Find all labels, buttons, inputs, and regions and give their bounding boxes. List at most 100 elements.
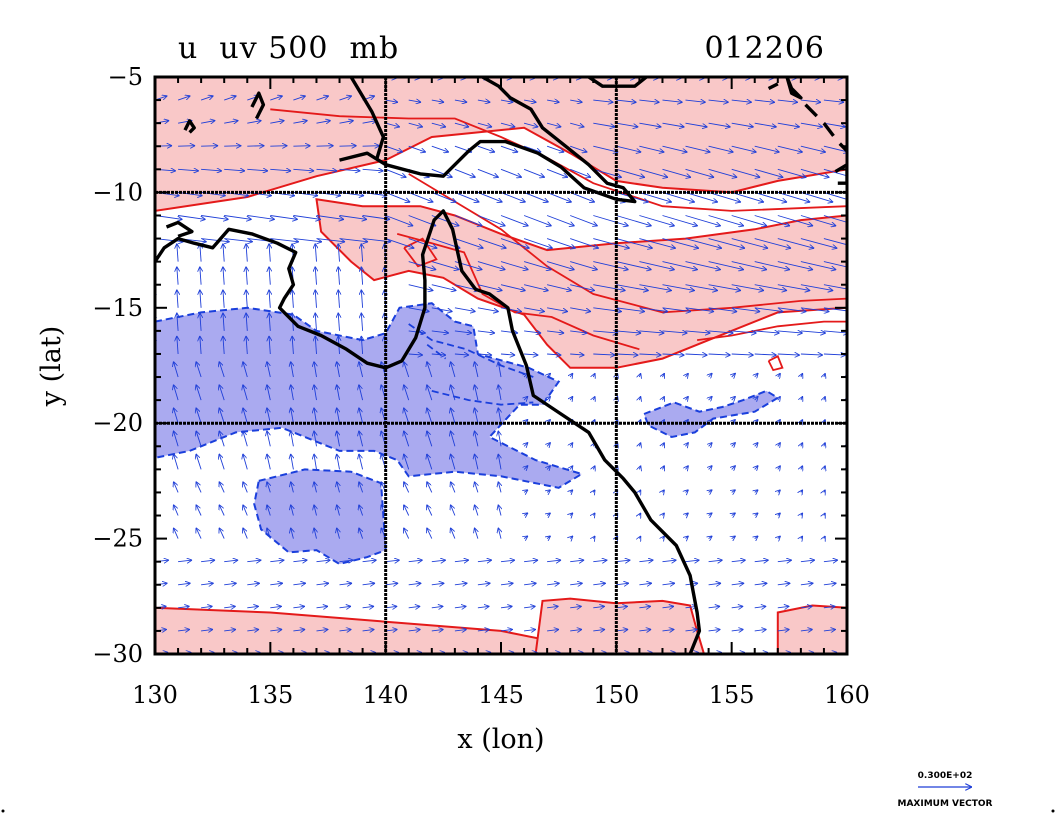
wind-vector bbox=[662, 354, 685, 355]
wind-vector bbox=[800, 145, 826, 152]
wind-vector bbox=[454, 100, 467, 102]
wind-vector bbox=[450, 385, 456, 401]
wind-vector bbox=[337, 528, 340, 539]
wind-vector bbox=[219, 385, 225, 401]
wind-vector bbox=[243, 505, 248, 516]
wind-vector bbox=[846, 100, 847, 101]
wind-vector bbox=[196, 385, 202, 401]
wind-vector bbox=[316, 121, 331, 124]
wind-vector bbox=[474, 528, 478, 539]
negative-region-1 bbox=[253, 468, 387, 566]
wind-vector bbox=[547, 442, 551, 446]
wind-vector bbox=[662, 284, 695, 291]
wind-vector bbox=[201, 146, 218, 147]
wind-vector bbox=[404, 505, 410, 516]
wind-vector bbox=[477, 307, 499, 312]
wind-vector bbox=[196, 361, 202, 378]
wind-vector bbox=[709, 536, 713, 539]
wind-vector bbox=[223, 243, 224, 262]
wind-vector bbox=[477, 145, 495, 152]
wind-vector bbox=[450, 454, 456, 470]
wind-vector bbox=[316, 606, 329, 608]
y-tick-labels: −5 −10 −15 −20 −25 −30 bbox=[92, 63, 143, 668]
wind-vector bbox=[219, 431, 225, 447]
wind-vector bbox=[454, 238, 484, 249]
wind-vector bbox=[547, 629, 559, 631]
wind-vector bbox=[338, 290, 339, 308]
wind-vector bbox=[431, 629, 444, 631]
wind-vector bbox=[477, 331, 495, 333]
wind-vector bbox=[359, 431, 364, 447]
wind-vector bbox=[662, 583, 676, 585]
wind-vector bbox=[173, 528, 179, 539]
wind-vector bbox=[523, 168, 545, 177]
wind-vector bbox=[662, 238, 699, 249]
wind-vector bbox=[359, 361, 364, 378]
wind-vector bbox=[731, 284, 764, 291]
wind-vector bbox=[663, 373, 665, 377]
wind-vector bbox=[778, 442, 781, 446]
wind-vector bbox=[639, 122, 661, 127]
wind-vector bbox=[224, 629, 236, 631]
wind-vector bbox=[385, 100, 398, 102]
chart-title-right: 012206 bbox=[704, 31, 825, 66]
positive-region-0 bbox=[155, 77, 847, 212]
wind-vector bbox=[546, 145, 564, 152]
wind-vector bbox=[778, 490, 781, 493]
wind-vector bbox=[800, 606, 813, 608]
wind-vector bbox=[219, 454, 225, 470]
wind-vector bbox=[247, 583, 259, 585]
wind-vector bbox=[570, 215, 598, 226]
wind-vector bbox=[337, 385, 340, 401]
wind-vector bbox=[427, 505, 433, 516]
coastline-2 bbox=[587, 77, 648, 88]
wind-vector bbox=[200, 313, 201, 331]
wind-vector bbox=[616, 122, 638, 127]
wind-vector bbox=[477, 100, 490, 102]
wind-vector bbox=[824, 536, 825, 539]
wind-vector bbox=[778, 396, 781, 400]
wind-vector bbox=[685, 215, 721, 226]
wind-vector bbox=[846, 284, 847, 286]
wind-vector bbox=[639, 396, 640, 400]
wind-vector bbox=[500, 122, 515, 127]
wind-vector bbox=[662, 560, 677, 562]
wind-vector bbox=[777, 629, 790, 631]
wind-vector bbox=[570, 284, 595, 291]
wind-vector bbox=[708, 261, 744, 270]
wind-vector bbox=[339, 146, 357, 147]
x-tick-label: 135 bbox=[247, 681, 293, 709]
wind-vector bbox=[500, 606, 513, 608]
wind-vector bbox=[663, 442, 665, 446]
wind-vector bbox=[546, 191, 572, 202]
wind-vector bbox=[754, 354, 777, 355]
wind-vector bbox=[385, 560, 400, 562]
wind-vector bbox=[427, 528, 433, 539]
wind-vector bbox=[293, 96, 305, 101]
wind-vector bbox=[800, 215, 836, 226]
wind-vector bbox=[454, 629, 467, 631]
wind-vector bbox=[293, 629, 305, 631]
x-tick-labels: 130 135 140 145 150 155 160 bbox=[132, 681, 870, 709]
wind-vector bbox=[474, 431, 479, 447]
wind-vector bbox=[408, 145, 426, 152]
wind-vector bbox=[547, 466, 551, 470]
wind-vector bbox=[546, 215, 575, 226]
wind-vector bbox=[731, 238, 768, 249]
wind-vector bbox=[547, 373, 551, 377]
wind-vector bbox=[801, 396, 803, 400]
wind-vector bbox=[523, 215, 552, 226]
positive-contour-4 bbox=[696, 320, 847, 341]
wind-vector bbox=[408, 583, 422, 585]
wind-vector bbox=[823, 560, 838, 562]
wind-vector bbox=[477, 583, 491, 585]
wind-vector bbox=[639, 373, 640, 377]
wind-vector bbox=[846, 261, 847, 263]
wind-vector bbox=[593, 122, 615, 127]
wind-vector bbox=[269, 243, 270, 262]
wind-vector bbox=[224, 606, 236, 608]
wind-vector bbox=[291, 454, 294, 470]
wind-vector bbox=[777, 238, 814, 249]
wind-vector bbox=[454, 307, 476, 312]
